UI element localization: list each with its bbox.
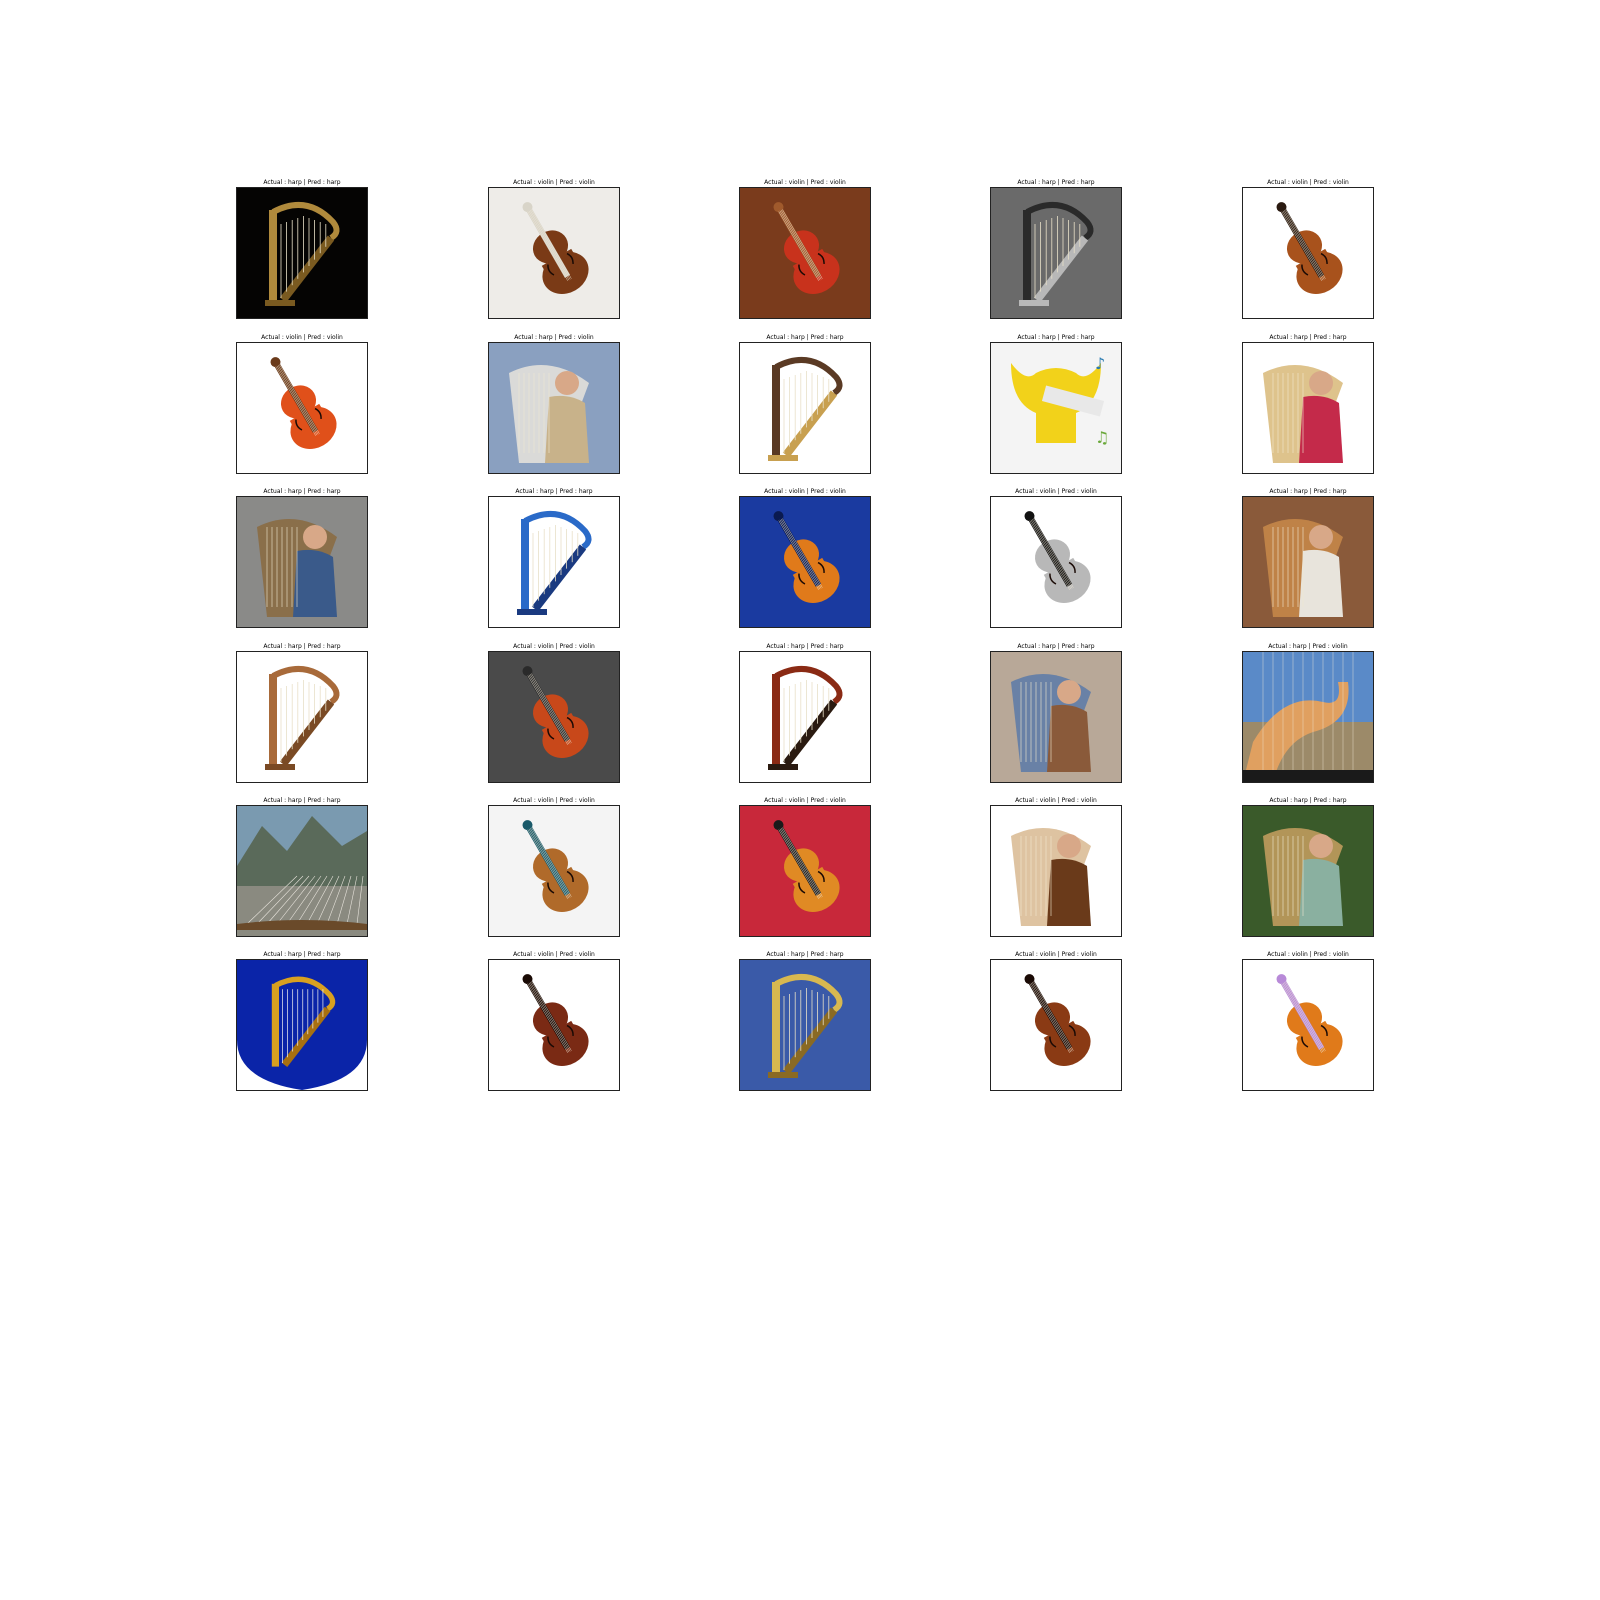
harp-image — [489, 497, 619, 627]
tile-image — [739, 187, 871, 319]
tile-caption: Actual : violin | Pred : violin — [764, 488, 846, 495]
violin-image — [740, 806, 870, 936]
harp-image — [740, 960, 870, 1090]
violin-image — [489, 960, 619, 1090]
tile-caption: Actual : violin | Pred : violin — [513, 951, 595, 958]
tile-image — [1242, 496, 1374, 628]
tile-image — [236, 187, 368, 319]
harp-image — [740, 652, 870, 782]
violin-image — [991, 497, 1121, 627]
tile-image — [739, 651, 871, 783]
tile-caption: Actual : violin | Pred : violin — [261, 334, 343, 341]
harp-image — [991, 188, 1121, 318]
tile-image — [739, 342, 871, 474]
tile-image — [236, 496, 368, 628]
violin-image — [740, 188, 870, 318]
tile-caption: Actual : harp | Pred : harp — [263, 179, 341, 186]
tile-image — [488, 187, 620, 319]
tile-image — [236, 805, 368, 937]
tile-caption: Actual : harp | Pred : harp — [263, 797, 341, 804]
tile-image — [236, 651, 368, 783]
harp-image — [740, 343, 870, 473]
tile-image — [488, 959, 620, 1091]
tile-caption: Actual : violin | Pred : violin — [513, 179, 595, 186]
person-image — [991, 652, 1121, 782]
harp-image — [237, 652, 367, 782]
violin-image — [489, 652, 619, 782]
violin-image — [489, 806, 619, 936]
tile-caption: Actual : violin | Pred : violin — [513, 643, 595, 650]
tile-image — [488, 342, 620, 474]
tile-caption: Actual : violin | Pred : violin — [764, 797, 846, 804]
tile-image — [990, 187, 1122, 319]
tile-caption: Actual : harp | Pred : harp — [1017, 643, 1095, 650]
tile-caption: Actual : harp | Pred : harp — [1269, 334, 1347, 341]
tile-caption: Actual : harp | Pred : harp — [766, 334, 844, 341]
violin-image — [740, 497, 870, 627]
tile-image — [990, 805, 1122, 937]
violin-image — [1243, 188, 1373, 318]
tile-caption: Actual : harp | Pred : violin — [1268, 643, 1348, 650]
tile-image — [990, 496, 1122, 628]
person-image — [991, 806, 1121, 936]
tile-caption: Actual : harp | Pred : harp — [1017, 334, 1095, 341]
tile-caption: Actual : harp | Pred : harp — [263, 951, 341, 958]
tile-image: ♪ ♫ — [990, 342, 1122, 474]
tile-image — [236, 959, 368, 1091]
tile-caption: Actual : violin | Pred : violin — [1267, 179, 1349, 186]
tile-image — [1242, 959, 1374, 1091]
violin-image — [1243, 960, 1373, 1090]
tile-image — [488, 496, 620, 628]
violin-image — [991, 960, 1121, 1090]
person-image — [1243, 806, 1373, 936]
tile-image — [1242, 187, 1374, 319]
tile-caption: Actual : harp | Pred : harp — [1017, 179, 1095, 186]
tile-caption: Actual : violin | Pred : violin — [513, 797, 595, 804]
tile-caption: Actual : harp | Pred : harp — [263, 488, 341, 495]
tile-caption: Actual : violin | Pred : violin — [1015, 488, 1097, 495]
tile-image — [236, 342, 368, 474]
violin-image — [237, 343, 367, 473]
tile-caption: Actual : violin | Pred : violin — [1267, 951, 1349, 958]
tile-caption: Actual : harp | Pred : harp — [766, 951, 844, 958]
tile-image — [1242, 342, 1374, 474]
tile-caption: Actual : harp | Pred : harp — [515, 488, 593, 495]
tile-caption: Actual : violin | Pred : violin — [1015, 951, 1097, 958]
emblem-image — [237, 960, 367, 1090]
tile-image — [488, 805, 620, 937]
tile-image — [488, 651, 620, 783]
landscape-image — [237, 806, 367, 936]
tile-image — [1242, 805, 1374, 937]
svg-text:♫: ♫ — [1095, 428, 1109, 447]
harp-image — [237, 188, 367, 318]
svg-text:♪: ♪ — [1095, 354, 1105, 373]
violin-image — [489, 188, 619, 318]
tile-caption: Actual : harp | Pred : harp — [766, 643, 844, 650]
person-image — [237, 497, 367, 627]
hand-image — [1243, 652, 1373, 782]
tile-image — [990, 959, 1122, 1091]
person-image — [1243, 343, 1373, 473]
person-image — [1243, 497, 1373, 627]
tile-caption: Actual : harp | Pred : harp — [1269, 797, 1347, 804]
tile-image — [739, 496, 871, 628]
tile-caption: Actual : harp | Pred : violin — [514, 334, 594, 341]
tile-image — [990, 651, 1122, 783]
tile-image — [739, 959, 871, 1091]
lyre-image: ♪♫ — [991, 343, 1121, 473]
tile-caption: Actual : harp | Pred : harp — [263, 643, 341, 650]
tile-caption: Actual : violin | Pred : violin — [764, 179, 846, 186]
tile-caption: Actual : violin | Pred : violin — [1015, 797, 1097, 804]
tile-caption: Actual : harp | Pred : harp — [1269, 488, 1347, 495]
tile-image — [1242, 651, 1374, 783]
person-image — [489, 343, 619, 473]
tile-image — [739, 805, 871, 937]
